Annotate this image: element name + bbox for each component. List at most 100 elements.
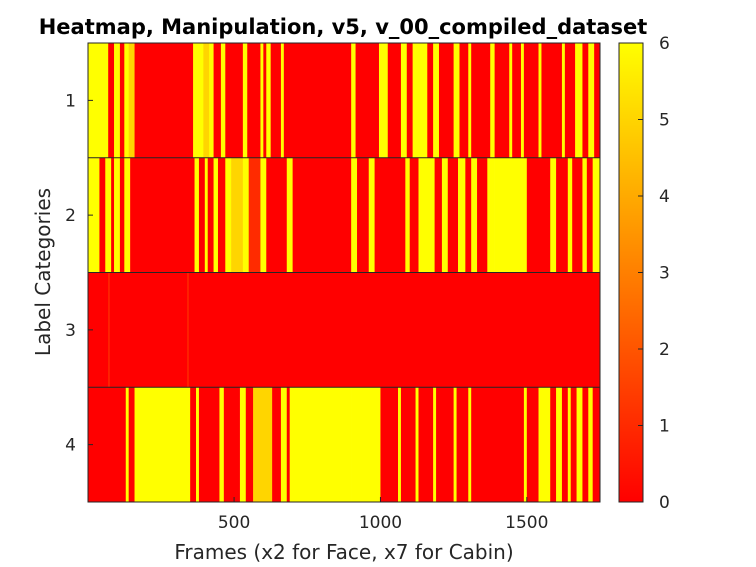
heat-cell-r4-19 bbox=[400, 387, 416, 502]
heat-cell-r1-39 bbox=[520, 43, 525, 158]
heat-cell-r4-29 bbox=[526, 387, 539, 502]
heat-cell-r4-28 bbox=[523, 387, 528, 502]
heat-cell-r1-38 bbox=[512, 43, 522, 158]
heat-cell-r4-8 bbox=[223, 387, 241, 502]
heat-cell-r1-36 bbox=[494, 43, 510, 158]
colorbar-axis: 0 1 2 3 4 5 6 bbox=[638, 34, 670, 513]
heat-cell-r2-42 bbox=[572, 157, 583, 273]
heat-cell-r2-30 bbox=[441, 157, 449, 273]
heat-cell-r4-38 bbox=[588, 387, 593, 502]
heatmap-plot-area bbox=[88, 43, 601, 502]
heat-cell-r4-10 bbox=[245, 387, 254, 502]
y-axis: 1 2 3 4 bbox=[65, 91, 93, 456]
heat-cell-r4-34 bbox=[567, 387, 572, 502]
heat-cell-r1-22 bbox=[355, 43, 380, 158]
heat-cell-r1-34 bbox=[471, 43, 491, 158]
heat-cell-r1-0 bbox=[88, 43, 109, 158]
x-axis: 500 1000 1500 bbox=[218, 497, 548, 533]
heat-cell-r1-47 bbox=[588, 43, 595, 158]
heat-cell-r1-29 bbox=[433, 43, 440, 158]
heat-cell-r1-17 bbox=[266, 43, 271, 158]
heat-cell-r1-4 bbox=[124, 43, 129, 158]
heat-cell-r2-28 bbox=[418, 157, 435, 273]
heat-cell-r3-2 bbox=[109, 272, 188, 388]
heat-cell-r1-6 bbox=[134, 43, 194, 158]
heat-cell-r1-21 bbox=[351, 43, 356, 158]
x-tick-label-500: 500 bbox=[218, 513, 250, 533]
heat-cell-r4-36 bbox=[576, 387, 583, 502]
heat-cell-r4-24 bbox=[453, 387, 457, 502]
heat-cell-r3-0 bbox=[88, 272, 109, 388]
heat-cell-r4-35 bbox=[570, 387, 577, 502]
heat-cell-r2-40 bbox=[556, 157, 569, 273]
heat-cell-r2-24 bbox=[368, 157, 375, 273]
heat-cell-r2-18 bbox=[260, 157, 267, 273]
heat-cell-r1-46 bbox=[582, 43, 589, 158]
heat-cell-r2-12 bbox=[213, 157, 219, 273]
heat-cell-r1-42 bbox=[541, 43, 563, 158]
heat-cell-r2-2 bbox=[105, 157, 112, 273]
heat-cell-r2-19 bbox=[266, 157, 288, 273]
heat-cell-r4-9 bbox=[239, 387, 247, 502]
x-tick-label-1000: 1000 bbox=[359, 513, 402, 533]
heat-cell-r2-3 bbox=[111, 157, 115, 273]
heat-cell-r2-25 bbox=[374, 157, 406, 273]
heat-cell-r2-29 bbox=[434, 157, 443, 273]
heat-cell-r2-0 bbox=[88, 157, 100, 273]
heat-cell-r2-20 bbox=[286, 157, 293, 273]
heat-cell-r2-37 bbox=[494, 157, 528, 273]
heat-cell-r4-27 bbox=[471, 387, 525, 502]
chart-title: Heatmap, Manipulation, v5, v_00_compiled… bbox=[39, 15, 648, 39]
heat-cell-r4-22 bbox=[433, 387, 437, 502]
heat-cell-r1-24 bbox=[387, 43, 402, 158]
heat-cell-r4-7 bbox=[219, 387, 225, 502]
heat-cell-r2-5 bbox=[119, 157, 125, 273]
heat-cell-r2-21 bbox=[292, 157, 352, 273]
heat-cell-r4-23 bbox=[436, 387, 454, 502]
heat-cell-r4-12 bbox=[272, 387, 282, 502]
heat-cell-r4-3 bbox=[134, 387, 191, 502]
heat-cell-r2-35 bbox=[477, 157, 488, 273]
heat-cell-r2-34 bbox=[471, 157, 478, 273]
heat-cell-r4-6 bbox=[198, 387, 220, 502]
heat-cell-r2-17 bbox=[248, 157, 261, 273]
heat-cell-r2-23 bbox=[357, 157, 370, 273]
heat-cell-r4-32 bbox=[556, 387, 563, 502]
heat-cell-r4-30 bbox=[538, 387, 551, 502]
heat-cell-r2-22 bbox=[351, 157, 358, 273]
heat-cell-r2-31 bbox=[447, 157, 459, 273]
heat-cell-r4-5 bbox=[196, 387, 200, 502]
heat-cell-r2-33 bbox=[465, 157, 472, 273]
heat-cell-r4-4 bbox=[190, 387, 197, 502]
y-tick-label-4: 4 bbox=[65, 436, 76, 456]
heat-cell-r1-10 bbox=[213, 43, 222, 158]
heat-cell-r2-44 bbox=[586, 157, 593, 273]
heat-cell-r4-39 bbox=[592, 387, 601, 502]
y-tick-label-2: 2 bbox=[65, 206, 76, 226]
heat-cell-r2-7 bbox=[130, 157, 195, 273]
heat-cell-r2-8 bbox=[194, 157, 200, 273]
colorbar-tick-label-0: 0 bbox=[659, 493, 670, 513]
heat-cell-r4-16 bbox=[351, 387, 381, 502]
heat-cell-r2-1 bbox=[99, 157, 106, 273]
heat-cell-r1-23 bbox=[378, 43, 389, 158]
heat-cell-r1-8 bbox=[203, 43, 210, 158]
heat-cell-r1-44 bbox=[564, 43, 576, 158]
heat-cell-r1-40 bbox=[523, 43, 539, 158]
heat-cell-r1-14 bbox=[247, 43, 261, 158]
heat-cell-r2-11 bbox=[207, 157, 214, 273]
heat-cell-r2-14 bbox=[225, 157, 232, 273]
colorbar-tick-label-1: 1 bbox=[659, 417, 670, 437]
heat-cell-r2-26 bbox=[405, 157, 411, 273]
heat-cell-r3-4 bbox=[188, 272, 601, 388]
colorbar-tick-label-2: 2 bbox=[659, 340, 670, 360]
heat-cell-r1-45 bbox=[575, 43, 583, 158]
heat-cell-r1-33 bbox=[468, 43, 472, 158]
y-axis-label: Label Categories bbox=[31, 188, 55, 356]
heat-cell-r2-45 bbox=[592, 157, 601, 273]
heat-cell-r1-19 bbox=[280, 43, 285, 158]
heat-cell-r1-3 bbox=[119, 43, 125, 158]
heat-cell-r4-13 bbox=[280, 387, 288, 502]
heat-cell-r4-31 bbox=[550, 387, 557, 502]
